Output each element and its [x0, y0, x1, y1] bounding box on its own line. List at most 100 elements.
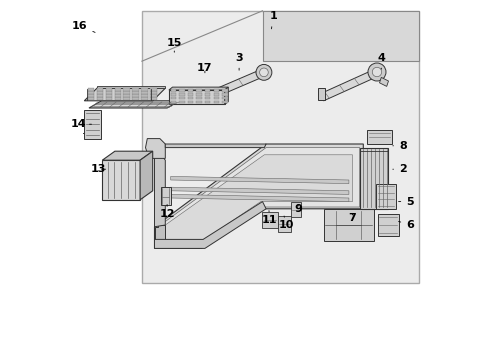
Circle shape	[256, 64, 271, 80]
Bar	[123, 97, 130, 100]
Text: 13: 13	[91, 164, 106, 174]
Bar	[170, 101, 176, 103]
Bar	[132, 97, 139, 100]
Bar	[132, 91, 139, 94]
Bar	[204, 89, 210, 92]
Text: 17: 17	[197, 63, 212, 73]
Polygon shape	[323, 209, 373, 241]
Bar	[179, 101, 184, 103]
Polygon shape	[97, 86, 165, 88]
Bar	[132, 94, 139, 97]
Bar	[196, 97, 202, 99]
Polygon shape	[199, 69, 265, 103]
Polygon shape	[170, 187, 348, 194]
Text: 3: 3	[235, 53, 243, 70]
Bar	[114, 94, 121, 97]
Bar	[196, 89, 202, 92]
Polygon shape	[318, 69, 379, 101]
Bar	[123, 91, 130, 94]
Polygon shape	[158, 148, 359, 245]
Bar	[150, 97, 156, 100]
Bar	[114, 88, 121, 91]
Bar	[179, 89, 184, 92]
Polygon shape	[165, 155, 352, 239]
Polygon shape	[377, 214, 399, 236]
Bar	[150, 94, 156, 97]
Polygon shape	[375, 184, 395, 209]
Bar	[88, 91, 94, 94]
Text: 14: 14	[71, 119, 91, 129]
Polygon shape	[170, 176, 348, 184]
Text: 7: 7	[348, 213, 356, 223]
Circle shape	[259, 68, 268, 77]
Polygon shape	[366, 130, 391, 144]
Text: 10: 10	[278, 216, 293, 230]
Text: 1: 1	[269, 11, 277, 29]
Bar	[213, 89, 219, 92]
Polygon shape	[154, 202, 265, 248]
Bar	[204, 97, 210, 99]
Bar	[88, 97, 94, 100]
Bar	[88, 94, 94, 97]
Bar	[97, 94, 103, 97]
Bar	[222, 101, 227, 103]
Bar	[213, 101, 219, 103]
Bar	[105, 88, 112, 91]
Bar	[105, 94, 112, 97]
Polygon shape	[165, 144, 265, 148]
Bar	[114, 91, 121, 94]
Bar	[204, 93, 210, 96]
Polygon shape	[379, 77, 387, 86]
Polygon shape	[89, 101, 179, 108]
Bar	[114, 97, 121, 100]
Bar	[150, 88, 156, 91]
Polygon shape	[84, 110, 101, 139]
Polygon shape	[168, 90, 224, 104]
Text: 4: 4	[377, 53, 385, 69]
Polygon shape	[140, 151, 152, 200]
Circle shape	[367, 63, 385, 81]
Bar	[187, 89, 193, 92]
Bar	[187, 101, 193, 103]
Bar	[123, 88, 130, 91]
Bar	[105, 91, 112, 94]
Circle shape	[371, 67, 381, 77]
Polygon shape	[84, 88, 165, 101]
Polygon shape	[277, 216, 290, 232]
Text: 5: 5	[398, 197, 413, 207]
Bar	[97, 88, 103, 91]
Polygon shape	[170, 194, 348, 202]
Text: 6: 6	[398, 220, 413, 230]
Bar	[170, 97, 176, 99]
Polygon shape	[168, 87, 228, 90]
Text: 12: 12	[159, 204, 175, 219]
Polygon shape	[154, 153, 165, 227]
Polygon shape	[154, 225, 165, 248]
Bar	[105, 97, 112, 100]
Text: 9: 9	[294, 204, 302, 214]
Bar	[213, 93, 219, 96]
Bar	[222, 93, 227, 96]
Bar	[187, 93, 193, 96]
Polygon shape	[261, 212, 277, 228]
Bar	[150, 91, 156, 94]
Bar	[97, 97, 103, 100]
Bar	[196, 101, 202, 103]
Bar	[222, 97, 227, 99]
Polygon shape	[154, 144, 363, 248]
Bar	[187, 97, 193, 99]
Bar	[170, 93, 176, 96]
Polygon shape	[359, 148, 387, 209]
Bar	[97, 91, 103, 94]
Bar	[204, 101, 210, 103]
Bar	[141, 88, 147, 91]
Bar	[132, 88, 139, 91]
Polygon shape	[102, 160, 140, 200]
Bar	[196, 93, 202, 96]
Polygon shape	[290, 202, 301, 217]
Text: 2: 2	[392, 164, 406, 174]
Bar	[141, 91, 147, 94]
Polygon shape	[142, 11, 418, 283]
Bar	[179, 93, 184, 96]
Bar	[170, 89, 176, 92]
